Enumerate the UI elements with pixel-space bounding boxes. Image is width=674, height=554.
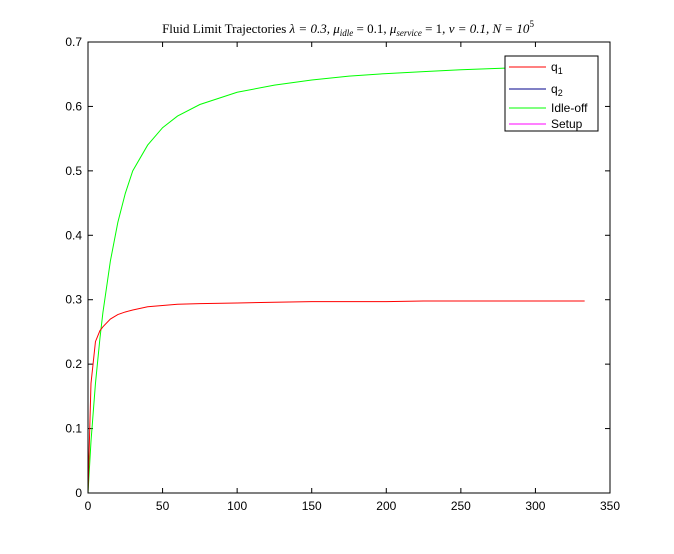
x-tick-label: 350 bbox=[600, 499, 620, 513]
y-tick-label: 0.7 bbox=[65, 35, 82, 49]
x-tick-label: 0 bbox=[85, 499, 92, 513]
y-tick-label: 0.5 bbox=[65, 164, 82, 178]
y-tick-label: 0.2 bbox=[65, 357, 82, 371]
axis-ticks: 0 50 100 150 200 250 300 350 0 0.1 0.2 0.3 0.4 0.5 0.6… bbox=[65, 35, 620, 513]
y-tick-label: 0.1 bbox=[65, 422, 82, 436]
y-tick-label: 0.4 bbox=[65, 228, 82, 242]
x-tick-label: 50 bbox=[156, 499, 170, 513]
legend-label-q2: q2 bbox=[551, 82, 563, 98]
legend-box bbox=[504, 55, 599, 132]
series-line-idle-off bbox=[87, 65, 585, 494]
legend-label-setup: Setup bbox=[551, 117, 583, 131]
x-tick-label: 300 bbox=[525, 499, 545, 513]
legend: q1 q2 Idle-off Setup bbox=[504, 55, 599, 132]
series-line-q1 bbox=[87, 300, 585, 494]
legend-label-q1: q1 bbox=[551, 60, 563, 76]
y-tick-label: 0.3 bbox=[65, 293, 82, 307]
y-tick-label: 0.6 bbox=[65, 99, 82, 113]
legend-label-idle-off: Idle-off bbox=[551, 101, 588, 115]
plot-frame bbox=[87, 41, 611, 494]
x-tick-label: 100 bbox=[227, 499, 247, 513]
x-tick-label: 150 bbox=[302, 499, 322, 513]
x-tick-label: 200 bbox=[376, 499, 396, 513]
chart-title: Fluid Limit Trajectories λ = 0.3, μidle … bbox=[162, 19, 534, 38]
y-tick-label: 0 bbox=[75, 486, 82, 500]
x-tick-label: 250 bbox=[451, 499, 471, 513]
